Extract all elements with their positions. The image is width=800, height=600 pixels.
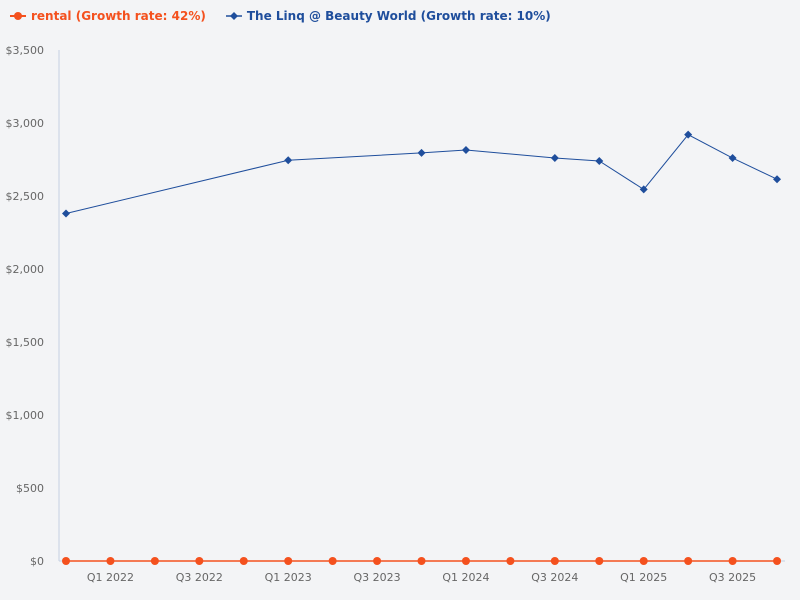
- data-point-marker[interactable]: [284, 557, 293, 565]
- data-point-marker[interactable]: [595, 557, 604, 565]
- circle-marker-icon: [10, 12, 26, 20]
- y-tick-label: $1,000: [6, 409, 45, 422]
- data-point-marker[interactable]: [728, 154, 737, 163]
- data-point-marker[interactable]: [550, 557, 559, 565]
- legend-label-rental: rental (Growth rate: 42%): [31, 9, 206, 23]
- data-point-marker[interactable]: [773, 557, 782, 565]
- x-tick-label: Q1 2024: [442, 571, 489, 584]
- y-tick-label: $3,500: [6, 44, 45, 57]
- data-point-marker[interactable]: [595, 156, 604, 165]
- data-point-marker[interactable]: [506, 557, 515, 565]
- data-point-marker[interactable]: [62, 557, 70, 565]
- y-tick-label: $3,000: [6, 117, 45, 130]
- x-tick-label: Q3 2023: [354, 571, 401, 584]
- x-tick-label: Q3 2025: [709, 571, 756, 584]
- x-tick-label: Q1 2023: [265, 571, 312, 584]
- data-point-marker[interactable]: [639, 185, 648, 194]
- data-point-marker[interactable]: [417, 557, 426, 565]
- y-tick-label: $1,500: [6, 336, 45, 349]
- data-point-marker[interactable]: [417, 148, 426, 157]
- data-point-marker[interactable]: [284, 156, 293, 165]
- series-line: [65, 134, 778, 215]
- y-tick-label: $500: [16, 482, 44, 495]
- y-tick-label: $2,000: [6, 263, 45, 276]
- data-point-marker[interactable]: [461, 557, 470, 565]
- data-point-marker[interactable]: [461, 146, 470, 155]
- data-point-marker[interactable]: [195, 557, 204, 565]
- data-point-marker[interactable]: [150, 557, 159, 565]
- data-point-marker[interactable]: [773, 175, 782, 184]
- y-axis: $0 $500 $1,000 $1,500 $2,000 $2,500 $3,000 $3,5…: [6, 44, 60, 568]
- data-point-marker[interactable]: [239, 557, 248, 565]
- legend-item-rental[interactable]: rental (Growth rate: 42%): [10, 9, 206, 23]
- data-point-marker[interactable]: [62, 209, 70, 218]
- x-tick-label: Q3 2024: [531, 571, 578, 584]
- data-point-marker[interactable]: [639, 557, 648, 565]
- data-point-marker[interactable]: [684, 557, 693, 565]
- legend: rental (Growth rate: 42%) The Linq @ Bea…: [10, 9, 551, 23]
- data-point-marker[interactable]: [728, 557, 737, 565]
- x-tick-label: Q1 2025: [620, 571, 667, 584]
- data-point-marker[interactable]: [106, 557, 115, 565]
- y-tick-label: $2,500: [6, 190, 45, 203]
- x-tick-label: Q3 2022: [176, 571, 223, 584]
- diamond-marker-icon: [225, 12, 242, 20]
- x-tick-label: Q1 2022: [87, 571, 134, 584]
- legend-label-linq: The Linq @ Beauty World (Growth rate: 10…: [246, 9, 551, 23]
- series-group: [62, 130, 782, 565]
- data-point-marker[interactable]: [328, 557, 337, 565]
- data-point-marker[interactable]: [550, 154, 559, 163]
- legend-item-linq[interactable]: The Linq @ Beauty World (Growth rate: 10…: [225, 9, 551, 23]
- data-point-marker[interactable]: [373, 557, 382, 565]
- data-point-marker[interactable]: [684, 130, 693, 139]
- y-tick-label: $0: [30, 555, 44, 568]
